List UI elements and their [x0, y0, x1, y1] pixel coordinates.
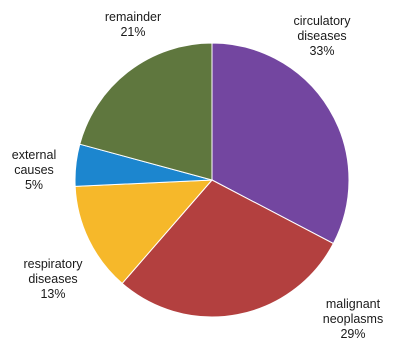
slice-label-line: external: [11, 148, 57, 162]
slice-label-line: remainder: [104, 10, 162, 24]
slice-label-line: diseases: [28, 272, 78, 286]
slice-percent: 13%: [40, 287, 66, 301]
slice-label-line: respiratory: [23, 257, 83, 271]
slice-label-line: causes: [14, 163, 54, 177]
slice-label-line: neoplasms: [322, 312, 384, 326]
slice-label-circulatory: circulatory diseases 33%: [262, 14, 382, 59]
slice-percent: 5%: [24, 178, 44, 192]
pie-slice-4: [79, 42, 213, 181]
slice-label-line: diseases: [297, 29, 347, 43]
slice-label-remainder: remainder 21%: [88, 10, 178, 40]
pie-slice-1: [121, 179, 335, 318]
slice-percent: 29%: [340, 327, 366, 341]
slice-label-line: malignant: [325, 297, 381, 311]
pie-slice-2: [74, 179, 214, 285]
pie-slice-0: [211, 42, 350, 245]
slice-label-respiratory: respiratory diseases 13%: [8, 257, 98, 302]
slice-label-external: external causes 5%: [0, 148, 68, 193]
slice-label-malignant: malignant neoplasms 29%: [308, 297, 398, 342]
slice-label-line: circulatory: [293, 14, 351, 28]
slice-percent: 33%: [309, 44, 335, 58]
slice-percent: 21%: [120, 25, 146, 39]
